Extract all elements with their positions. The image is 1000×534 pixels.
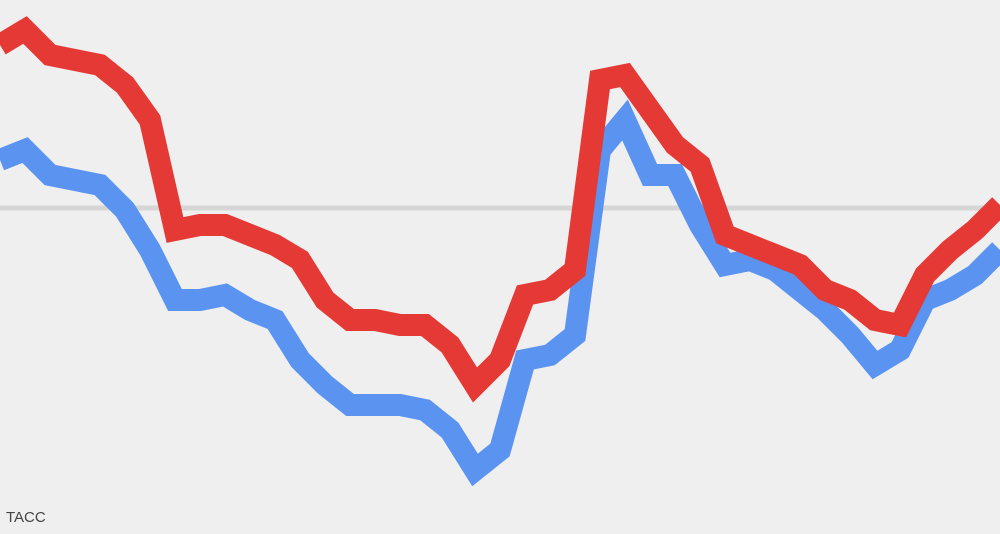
series-line — [0, 99, 1000, 487]
source-label: TACC — [6, 509, 46, 526]
series-line — [0, 16, 1000, 403]
